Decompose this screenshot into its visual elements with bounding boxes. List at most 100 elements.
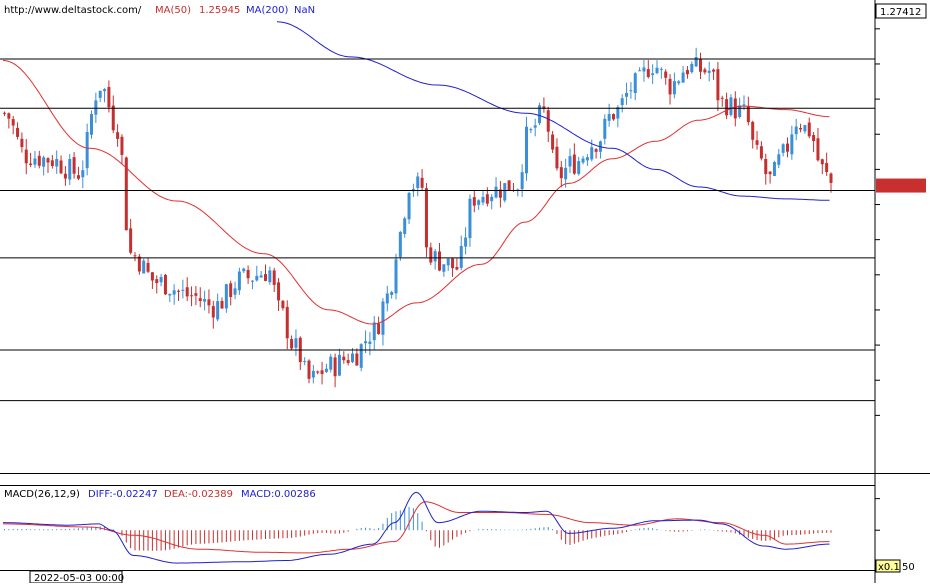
candle-body: [198, 298, 202, 302]
candle-body: [699, 59, 702, 72]
candle-body: [420, 177, 424, 188]
candle-body: [168, 293, 172, 296]
candle-body: [772, 162, 776, 176]
candle-body: [438, 251, 441, 271]
candle-body: [98, 90, 102, 98]
candle-body: [481, 196, 485, 203]
candle-body: [268, 270, 272, 283]
candle-body: [133, 255, 137, 257]
candle-body: [381, 301, 385, 335]
candle-body: [625, 92, 629, 97]
ma50-value: 1.25945: [199, 5, 240, 16]
ma50-line: [2, 59, 830, 325]
candle-body: [159, 277, 163, 283]
candle-body: [242, 268, 246, 272]
candle-body: [755, 140, 759, 145]
candle-body: [303, 360, 307, 362]
candle-body: [163, 274, 167, 295]
candle-body: [372, 322, 376, 341]
candle-body: [829, 173, 833, 183]
candle-body: [455, 267, 459, 270]
candle-body: [594, 149, 598, 152]
candle-body: [564, 167, 568, 180]
candle-body: [7, 113, 11, 119]
candle-body: [320, 370, 324, 375]
candle-body: [551, 134, 555, 150]
candle-body: [816, 138, 820, 161]
candle-body: [364, 341, 368, 344]
candle-body: [546, 110, 550, 132]
candle-body: [24, 149, 28, 164]
candle-body: [307, 360, 311, 379]
candle-body: [259, 275, 263, 278]
candle-body: [638, 70, 642, 72]
candle-body: [446, 258, 450, 266]
candle-body: [633, 73, 637, 94]
candle-body: [507, 180, 511, 191]
candle-body: [812, 135, 816, 141]
candle-body: [555, 146, 559, 169]
candle-body: [224, 284, 228, 309]
candle-body: [311, 370, 315, 378]
macd-bottom-tick: 50: [902, 562, 915, 573]
candle-body: [525, 126, 528, 174]
candle-body: [190, 295, 194, 297]
candle-body: [394, 259, 398, 294]
candle-body: [94, 100, 98, 115]
candle-body: [20, 138, 24, 148]
zoom-box[interactable]: [875, 559, 901, 573]
candle-body: [572, 154, 576, 174]
candle-body: [777, 154, 781, 165]
ma200-line: [276, 21, 830, 201]
candle-body: [477, 200, 481, 205]
candle-body: [185, 287, 189, 297]
candle-body: [85, 132, 89, 169]
candle-body: [416, 176, 420, 188]
candle-body: [746, 106, 750, 123]
candle-body: [216, 301, 220, 320]
candle-body: [407, 192, 411, 220]
candle-body: [177, 290, 180, 292]
candle-body: [677, 81, 681, 84]
candle-body: [825, 162, 829, 172]
candle-body: [90, 114, 93, 135]
ma50-label: MA(50): [155, 5, 191, 16]
candle-body: [459, 246, 463, 268]
candle-body: [464, 237, 468, 247]
ma200-value: NaN: [294, 5, 315, 16]
candle-body: [520, 172, 524, 190]
candle-body: [577, 161, 581, 174]
candle-body: [146, 262, 150, 272]
candle-body: [81, 170, 85, 178]
candle-body: [129, 228, 133, 253]
candle-body: [781, 144, 785, 153]
candle-body: [585, 157, 589, 161]
candle-body: [655, 67, 659, 74]
candle-body: [272, 270, 276, 285]
candle-body: [503, 183, 507, 201]
candle-body: [694, 57, 698, 67]
candle-body: [529, 129, 533, 131]
candle-body: [63, 173, 67, 179]
macd-diff-label: DIFF:-0.02247: [88, 489, 158, 500]
candle-body: [664, 71, 668, 78]
candle-body: [720, 97, 724, 99]
macd-pane: [3, 491, 880, 564]
candle-body: [768, 171, 772, 175]
candle-body: [759, 146, 763, 159]
candle-body: [107, 87, 111, 108]
candles: [3, 47, 833, 388]
candle-body: [337, 354, 341, 376]
candle-body: [351, 353, 354, 363]
candle-body: [820, 159, 824, 165]
macd-dea-label: DEA:-0.02389: [164, 489, 233, 500]
zoom-label[interactable]: x0.1: [878, 562, 900, 573]
top-price-label: 1.27412: [880, 7, 921, 18]
candle-body: [403, 218, 407, 234]
candle-body: [150, 272, 154, 281]
candle-body: [346, 360, 350, 363]
candle-body: [794, 126, 798, 135]
candle-body: [742, 104, 746, 106]
candle-body: [316, 371, 320, 373]
